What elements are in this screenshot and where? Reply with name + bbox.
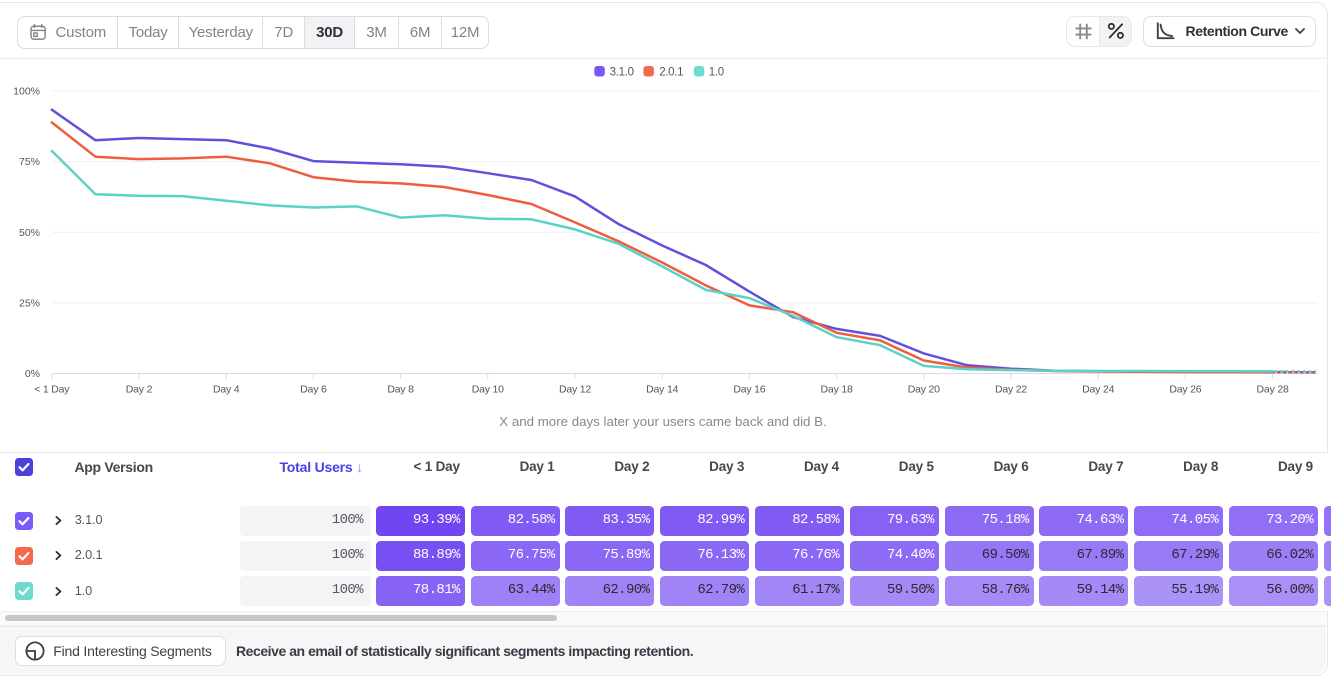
svg-text:50%: 50% xyxy=(19,227,40,239)
svg-text:3.1.0: 3.1.0 xyxy=(610,66,634,78)
svg-text:< 1 Day: < 1 Day xyxy=(34,384,70,396)
svg-text:Day 8: Day 8 xyxy=(387,384,414,396)
svg-text:Day 18: Day 18 xyxy=(821,384,853,396)
svg-text:Day 26: Day 26 xyxy=(1169,384,1201,396)
svg-text:Day 16: Day 16 xyxy=(733,384,765,396)
svg-text:Day 10: Day 10 xyxy=(472,384,504,396)
svg-text:Day 4: Day 4 xyxy=(213,384,240,396)
svg-text:Day 14: Day 14 xyxy=(646,384,678,396)
svg-text:0%: 0% xyxy=(25,368,40,380)
svg-text:Day 2: Day 2 xyxy=(126,384,153,396)
svg-text:X and more days later your use: X and more days later your users came ba… xyxy=(499,414,826,429)
svg-text:Day 12: Day 12 xyxy=(559,384,591,396)
svg-text:1.0: 1.0 xyxy=(709,66,724,78)
svg-text:Day 28: Day 28 xyxy=(1257,384,1289,396)
svg-text:2.0.1: 2.0.1 xyxy=(659,66,683,78)
svg-text:Day 22: Day 22 xyxy=(995,384,1027,396)
svg-text:Day 20: Day 20 xyxy=(908,384,940,396)
svg-text:100%: 100% xyxy=(13,86,40,98)
svg-text:25%: 25% xyxy=(19,297,40,309)
svg-text:Day 24: Day 24 xyxy=(1082,384,1114,396)
svg-text:75%: 75% xyxy=(19,156,40,168)
svg-text:Day 6: Day 6 xyxy=(300,384,327,396)
